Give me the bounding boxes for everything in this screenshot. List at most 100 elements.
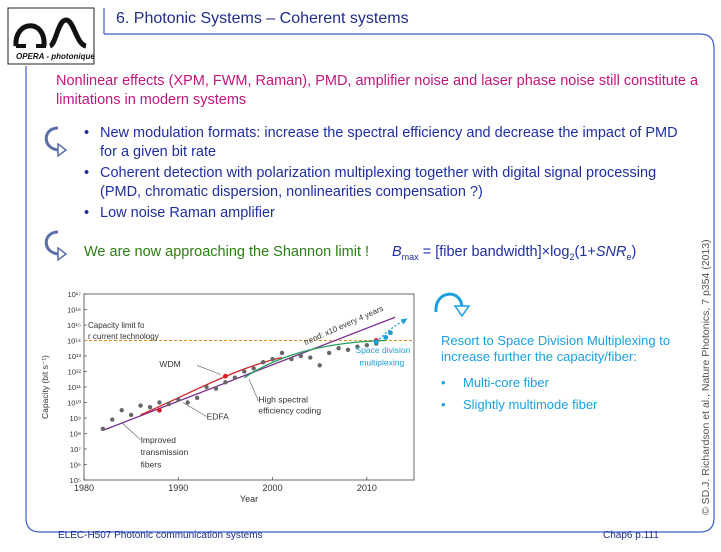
formula-body: = [fiber bandwidth]×log xyxy=(418,244,570,260)
sdm-item-text: Multi-core fiber xyxy=(463,375,549,390)
coding-label-2: efficiency coding xyxy=(258,405,321,415)
data-point xyxy=(270,356,275,362)
wdm-label: WDM xyxy=(159,359,180,369)
x-tick-label: 2010 xyxy=(357,483,377,493)
data-point xyxy=(110,417,115,422)
x-tick-label: 2000 xyxy=(263,483,283,493)
edfa-point xyxy=(223,373,228,379)
intro-text: Nonlinear effects (XPM, FWM, Raman), PMD… xyxy=(56,73,699,108)
y-tick-label: 10⁵ xyxy=(70,476,81,485)
edfa-curve xyxy=(140,356,283,416)
sdm-label-1: Space division xyxy=(356,345,411,355)
data-point xyxy=(138,403,143,408)
trend-line xyxy=(102,316,396,432)
curved-arrow-icon xyxy=(434,292,471,318)
data-point xyxy=(364,342,370,348)
data-point xyxy=(223,380,228,385)
data-point xyxy=(289,356,294,362)
bullet-item: • Low noise Raman amplifier xyxy=(84,204,684,223)
bullet-glyph: • xyxy=(441,397,446,412)
y-tick-label: 10⁷ xyxy=(70,445,81,454)
data-point xyxy=(260,360,266,365)
citation: © SD.J. Richardson et al., Nature Photon… xyxy=(700,239,712,515)
data-point xyxy=(119,408,124,413)
y-tick-label: 10¹⁶ xyxy=(67,306,81,315)
page-title: 6. Photonic Systems – Coherent systems xyxy=(116,10,409,27)
bullet-item: • Coherent detection with polarization mu… xyxy=(84,164,684,202)
data-point xyxy=(317,363,322,368)
y-tick-label: 10⁶ xyxy=(70,461,81,470)
data-point xyxy=(213,386,219,391)
sdm-item-text: Slightly multimode fiber xyxy=(463,397,598,412)
x-axis-label: Year xyxy=(240,494,258,504)
formula-b: B xyxy=(392,244,402,260)
sdm-point xyxy=(388,330,393,336)
y-tick-label: 10¹⁵ xyxy=(67,321,81,330)
y-tick-label: 10⁹ xyxy=(69,414,81,423)
shannon-formula: Bmax = [fiber bandwidth]×log2(1+SNRe) xyxy=(392,244,636,262)
curved-arrow-icon xyxy=(44,126,68,158)
data-point xyxy=(232,375,238,380)
y-tick-label: 10¹⁷ xyxy=(67,290,81,299)
sdm-item: • Slightly multimode fiber xyxy=(441,394,597,416)
coding-label-1: High spectral xyxy=(258,395,308,405)
bullet-text: Low noise Raman amplifier xyxy=(100,205,275,221)
y-tick-label: 10¹³ xyxy=(68,352,82,361)
fibers-label-2: transmission xyxy=(141,447,189,457)
sdm-list: • Multi-core fiber • Slightly multimode fi… xyxy=(441,372,597,416)
formula-log-sub: 2 xyxy=(569,251,575,262)
data-point xyxy=(336,346,341,351)
data-point xyxy=(157,400,162,405)
formula-close: ) xyxy=(631,244,637,260)
fibers-label-3: fibers xyxy=(141,460,162,470)
logo-text: OPERA - photonique xyxy=(16,52,95,61)
capacity-chart: 10¹⁷ 10¹⁶ 10¹⁵ 10¹⁴ 10¹³ 10¹² 10¹¹ 10¹⁰ 10⁹ 10⁸ 10… xyxy=(40,290,415,504)
bullet-glyph: • xyxy=(84,165,90,181)
data-point xyxy=(326,350,332,356)
data-point xyxy=(345,347,351,352)
data-point xyxy=(194,395,200,401)
bullet-glyph: • xyxy=(84,205,90,221)
edfa-point xyxy=(157,407,162,413)
y-axis-label: Capacity (bit s⁻¹) xyxy=(40,355,50,419)
data-point xyxy=(166,401,172,407)
capacity-limit-label-line2: r current technology xyxy=(88,332,159,341)
bullet-list: • New modulation formats: increase the sp… xyxy=(84,124,684,225)
curved-arrow-icon xyxy=(44,230,68,262)
shannon-statement: We are now approaching the Shannon limit… xyxy=(84,244,370,260)
sdm-point xyxy=(373,339,379,345)
opera-logo xyxy=(7,7,95,65)
coding-leader xyxy=(248,379,259,402)
data-point xyxy=(204,384,209,390)
formula-snr: SNR xyxy=(595,244,627,260)
edfa-leader xyxy=(182,402,207,417)
data-point xyxy=(355,344,360,349)
bullet-glyph: • xyxy=(84,125,90,141)
wdm-leader xyxy=(197,365,221,375)
bullet-item: • New modulation formats: increase the sp… xyxy=(84,124,684,162)
y-tick-label: 10⁸ xyxy=(69,430,81,439)
data-point xyxy=(279,350,285,356)
data-point xyxy=(251,366,256,371)
footer-page: Chap6 p.111 xyxy=(603,530,659,541)
sdm-arrowhead xyxy=(400,318,408,325)
data-point xyxy=(128,412,134,418)
y-tick-label: 10¹¹ xyxy=(68,383,82,392)
bullet-text: New modulation formats: increase the spe… xyxy=(100,125,678,160)
bullet-glyph: • xyxy=(441,375,446,390)
y-tick-label: 10¹⁰ xyxy=(67,399,81,408)
data-point xyxy=(147,404,153,410)
sdm-item: • Multi-core fiber xyxy=(441,372,597,394)
sdm-text: Resort to Space Division Multiplexing to… xyxy=(441,333,671,364)
bullet-text: Coherent detection with polarization mul… xyxy=(100,165,657,200)
formula-sub: max xyxy=(401,251,419,262)
capacity-limit-label-line1: Capacity limit fo xyxy=(88,321,145,330)
y-tick-label: 10¹⁴ xyxy=(67,337,81,346)
data-point xyxy=(176,397,181,402)
sdm-point xyxy=(383,335,389,340)
data-point xyxy=(298,353,304,359)
coding-curve xyxy=(243,339,386,379)
sdm-label-2: multiplexing xyxy=(359,357,404,367)
fibers-label-1: Improved xyxy=(141,435,177,445)
